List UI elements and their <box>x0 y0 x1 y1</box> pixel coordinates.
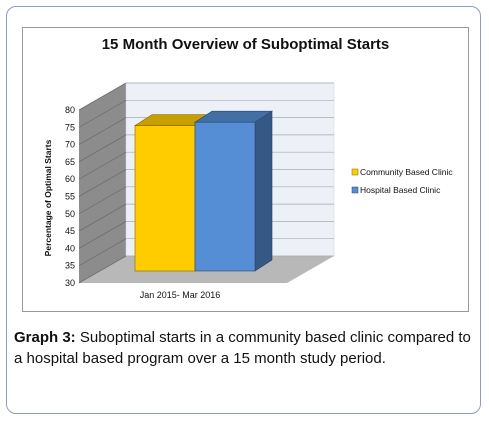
y-tick-label-50: 50 <box>65 209 75 219</box>
x-category-label: Jan 2015- Mar 2016 <box>140 290 221 300</box>
y-tick-label-45: 45 <box>65 226 75 236</box>
caption-text: Suboptimal starts in a community based c… <box>14 329 471 367</box>
figure-caption: Graph 3: Suboptimal starts in a communit… <box>14 327 476 369</box>
y-tick-label-30: 30 <box>65 278 75 288</box>
legend: Community Based Clinic Hospital Based Cli… <box>352 167 453 195</box>
y-tick-label-40: 40 <box>65 243 75 253</box>
bar-hospital-based-clinic <box>195 111 272 271</box>
caption-label: Graph 3: <box>14 329 76 346</box>
y-tick-labels: 30 35 40 45 50 55 60 65 70 75 80 <box>65 105 75 288</box>
y-tick-label-65: 65 <box>65 157 75 167</box>
y-tick-label-70: 70 <box>65 140 75 150</box>
bars <box>135 111 272 271</box>
bar-front <box>195 122 255 271</box>
y-tick-label-75: 75 <box>65 122 75 132</box>
y-tick-label-80: 80 <box>65 105 75 115</box>
legend-label-1: Hospital Based Clinic <box>360 185 441 195</box>
legend-swatch-0 <box>352 169 358 175</box>
bar-front <box>135 126 195 271</box>
bar-side <box>255 111 272 271</box>
y-tick-label-60: 60 <box>65 174 75 184</box>
legend-swatch-1 <box>352 187 358 193</box>
y-tick-label-35: 35 <box>65 261 75 271</box>
y-axis-label: Percentage of Optimal Starts <box>43 139 53 256</box>
legend-label-0: Community Based Clinic <box>360 167 453 177</box>
y-tick-label-55: 55 <box>65 192 75 202</box>
